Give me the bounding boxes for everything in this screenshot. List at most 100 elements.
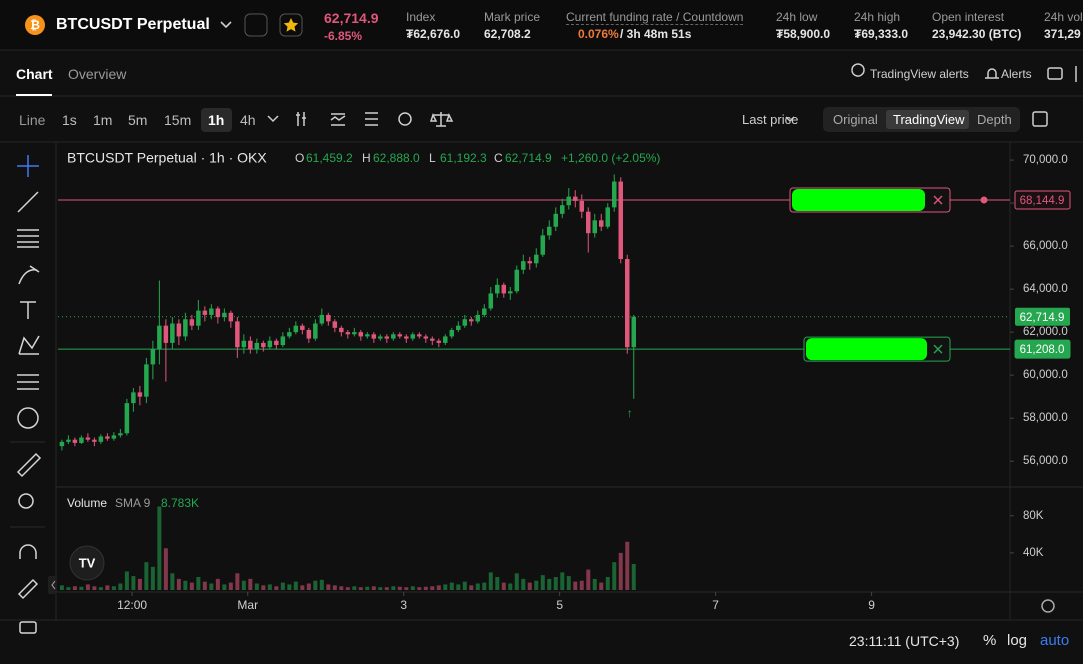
candle-body [176, 323, 182, 337]
tab[interactable]: Overview [68, 66, 127, 82]
chevron[interactable] [785, 116, 795, 123]
line-handle [980, 196, 988, 204]
coin-glyph: ₿ [30, 18, 40, 32]
candle-body [183, 319, 188, 337]
x-tick-label: 5 [556, 598, 563, 612]
fib-tool[interactable] [17, 229, 39, 248]
active-view-bg [886, 110, 969, 129]
volume-bar [235, 573, 240, 590]
candle-body [137, 392, 143, 397]
view-option[interactable]: Original [833, 112, 878, 127]
candle-body [79, 437, 84, 443]
favorite-button[interactable] [279, 13, 303, 37]
volume-bar [59, 585, 64, 590]
volume-bar [105, 585, 110, 590]
zoom-tool[interactable] [18, 493, 34, 509]
stat-value: ₮62,676.0 [406, 27, 461, 41]
volume-bar [612, 562, 617, 590]
candle-body [592, 220, 598, 234]
price-line-tag [1014, 190, 1071, 210]
crosshair-tool[interactable] [17, 155, 39, 177]
view-option[interactable]: Depth [977, 112, 1012, 127]
candle-body [163, 325, 169, 343]
log-button[interactable]: log [1007, 632, 1028, 649]
chevron[interactable] [220, 21, 232, 29]
order-close[interactable] [933, 344, 943, 354]
interval[interactable]: 1h [208, 112, 225, 128]
candle-body [410, 334, 416, 339]
candle-body [124, 403, 130, 434]
volume-bar [150, 566, 155, 590]
candle-body [469, 319, 474, 322]
volume-bar [436, 585, 441, 590]
candle-body [540, 235, 546, 255]
candle-body [105, 436, 110, 439]
text-tool[interactable] [20, 301, 36, 319]
auto-button[interactable]: auto [1040, 632, 1070, 649]
fullscreen-icon[interactable] [1032, 111, 1048, 127]
candle-body [248, 340, 253, 350]
signal-marker: ↑ [627, 406, 633, 420]
last-price-tag [1015, 307, 1070, 326]
magnet-tool[interactable] [19, 544, 37, 559]
legend-change: +1,260.0 (+2.05%) [561, 151, 660, 165]
draw-mode-tool[interactable] [17, 578, 39, 600]
candle-body [222, 312, 227, 318]
legend-value: 61,459.2 [306, 151, 353, 165]
candle-body [150, 349, 156, 365]
symbol[interactable]: BTCUSDT Perpetual [56, 16, 210, 33]
prediction-tool[interactable] [17, 374, 39, 390]
candle-body [319, 314, 325, 324]
price-source[interactable]: Last price [742, 112, 799, 127]
stat-label: Index [406, 10, 436, 24]
icon-tool[interactable] [17, 407, 39, 429]
percent-button[interactable]: % [983, 632, 997, 649]
compare-icon[interactable] [429, 112, 454, 127]
ruler-tool[interactable] [16, 452, 42, 478]
chevron[interactable] [267, 115, 279, 123]
candle-body [267, 340, 273, 348]
volume-bar [514, 573, 519, 590]
view-option[interactable]: TradingView [893, 112, 965, 127]
volume-bar [378, 587, 383, 590]
interval[interactable]: 4h [240, 112, 256, 128]
legend-key: H [362, 151, 371, 165]
interval[interactable]: 1m [93, 112, 113, 128]
volume-bar [287, 584, 292, 590]
stat-value: ₮69,333.0 [854, 27, 909, 41]
candle-body [397, 334, 403, 337]
candle-body [521, 261, 526, 270]
axis-settings[interactable] [1041, 599, 1055, 613]
book-button[interactable] [244, 13, 268, 37]
template-icon[interactable] [365, 112, 378, 126]
interval[interactable]: 1s [62, 112, 77, 128]
lock-tool[interactable] [19, 621, 37, 634]
candle-body [358, 332, 364, 337]
interval[interactable]: 15m [164, 112, 192, 128]
tv-logo[interactable] [69, 545, 105, 581]
alerts-link[interactable]: Alerts [1001, 67, 1032, 81]
volume-bar [599, 582, 604, 590]
tab[interactable]: Chart [16, 66, 53, 82]
interval[interactable]: 5m [128, 112, 148, 128]
trendline-tool[interactable] [17, 191, 39, 213]
y-tick-label: 62,000.0 [1023, 326, 1068, 338]
volume-bar [404, 587, 409, 590]
candle-icon[interactable] [296, 112, 306, 126]
candle-body [144, 364, 149, 397]
alerts-link[interactable]: TradingView alerts [870, 67, 969, 81]
volume-bar [111, 586, 116, 590]
candle-body [378, 336, 383, 339]
indicator-icon[interactable] [330, 113, 346, 126]
chart-type[interactable]: Line [19, 112, 46, 128]
settings-icon[interactable] [398, 112, 412, 126]
layout-icon[interactable] [1047, 67, 1063, 80]
price-line-label: 68,144.9 [1020, 195, 1065, 207]
alert-icons[interactable] [851, 63, 999, 79]
brush-tool[interactable] [18, 265, 40, 285]
candle-body [605, 207, 611, 227]
volume-tick-label: 40K [1023, 547, 1044, 559]
order-close[interactable] [933, 195, 943, 205]
pattern-tool[interactable] [18, 335, 40, 355]
